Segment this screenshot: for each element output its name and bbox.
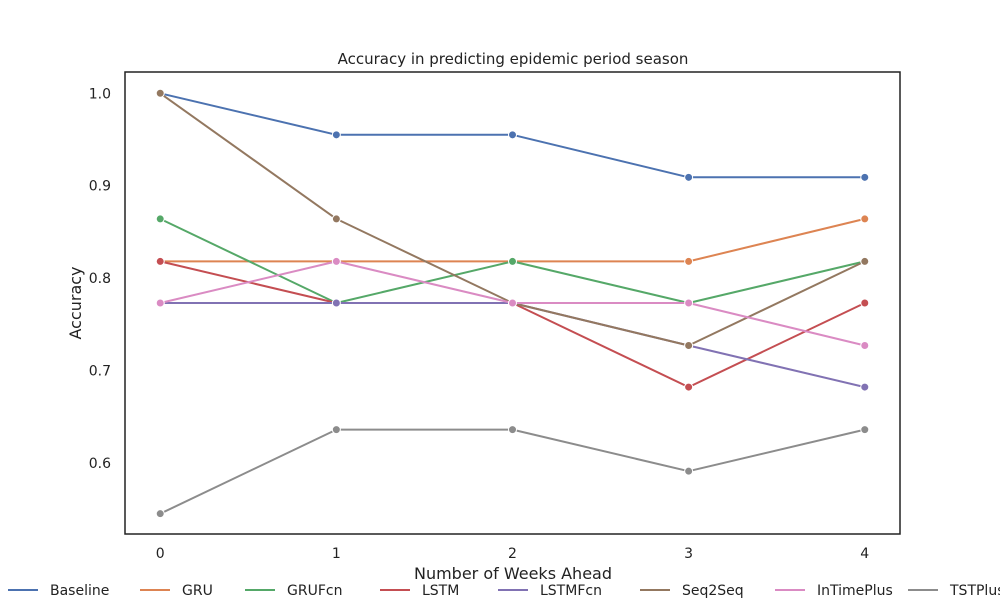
data-point	[331, 256, 341, 266]
data-point	[155, 214, 165, 224]
data-point	[684, 382, 694, 392]
data-point	[684, 298, 694, 308]
x-tick-label: 2	[508, 546, 517, 562]
data-point	[860, 341, 870, 351]
y-axis-label: Accuracy	[66, 266, 85, 339]
legend-item: GRUFcn	[245, 583, 342, 599]
x-axis-label: Number of Weeks Ahead	[414, 564, 612, 583]
data-point	[508, 298, 517, 308]
series-group	[155, 88, 870, 519]
data-point	[155, 256, 165, 266]
legend-label: LSTM	[422, 583, 459, 599]
data-point	[860, 382, 870, 392]
y-tick-label: 0.8	[89, 271, 111, 287]
y-tick-label: 1.0	[89, 86, 111, 102]
y-tick-label: 0.6	[89, 456, 111, 472]
plot-frame	[124, 71, 901, 535]
legend-label: GRU	[182, 583, 213, 599]
data-point	[331, 298, 341, 308]
series-intimeplus	[155, 256, 870, 351]
data-point	[155, 298, 165, 308]
y-ticks: 0.6 0.7 0.8 0.9 1.0	[89, 86, 111, 472]
data-point	[684, 256, 694, 266]
series-line	[160, 302, 866, 389]
data-point	[331, 214, 341, 224]
data-point	[508, 130, 517, 140]
legend-item: LSTM	[380, 583, 459, 599]
legend-label: Baseline	[50, 583, 109, 599]
data-point	[684, 341, 694, 351]
legend-item: LSTMFcn	[498, 583, 602, 599]
series-lstm	[155, 256, 870, 392]
data-point	[155, 88, 165, 98]
y-tick-label: 0.7	[89, 363, 111, 379]
legend: Baseline GRU GRUFcn LSTM LSTMFcn Seq2Seq InTim…	[8, 583, 1000, 599]
series-lstmfcn	[155, 298, 870, 392]
data-point	[860, 298, 870, 308]
legend-label: GRUFcn	[287, 583, 342, 599]
series-baseline	[155, 88, 870, 182]
legend-item: Seq2Seq	[640, 583, 744, 599]
series-line	[159, 428, 866, 515]
series-line	[159, 260, 866, 389]
data-point	[508, 256, 517, 266]
data-point	[331, 130, 341, 140]
data-point	[684, 466, 694, 476]
legend-label: TSTPlus	[949, 583, 1000, 599]
series-tstplus	[155, 425, 870, 519]
legend-item: GRU	[140, 583, 213, 599]
y-tick-label: 0.9	[89, 179, 111, 195]
legend-label: LSTMFcn	[540, 583, 602, 599]
x-tick-label: 0	[156, 546, 165, 562]
x-ticks: 0 1 2 3 4	[156, 546, 870, 562]
legend-item: InTimePlus	[775, 583, 893, 599]
data-point	[331, 425, 341, 435]
data-point	[860, 256, 870, 266]
x-tick-label: 4	[860, 546, 869, 562]
data-point	[860, 425, 870, 435]
x-tick-label: 1	[332, 546, 341, 562]
x-tick-label: 3	[684, 546, 693, 562]
data-point	[684, 172, 694, 182]
legend-item: TSTPlus	[908, 583, 1000, 599]
legend-item: Baseline	[8, 583, 109, 599]
chart-title: Accuracy in predicting epidemic period s…	[338, 50, 689, 68]
data-point	[155, 509, 165, 519]
legend-label: InTimePlus	[817, 583, 893, 599]
legend-label: Seq2Seq	[682, 583, 744, 599]
data-point	[860, 214, 870, 224]
series-line	[160, 217, 866, 263]
data-point	[508, 425, 517, 435]
series-seq2seq	[155, 88, 870, 351]
data-point	[860, 172, 870, 182]
